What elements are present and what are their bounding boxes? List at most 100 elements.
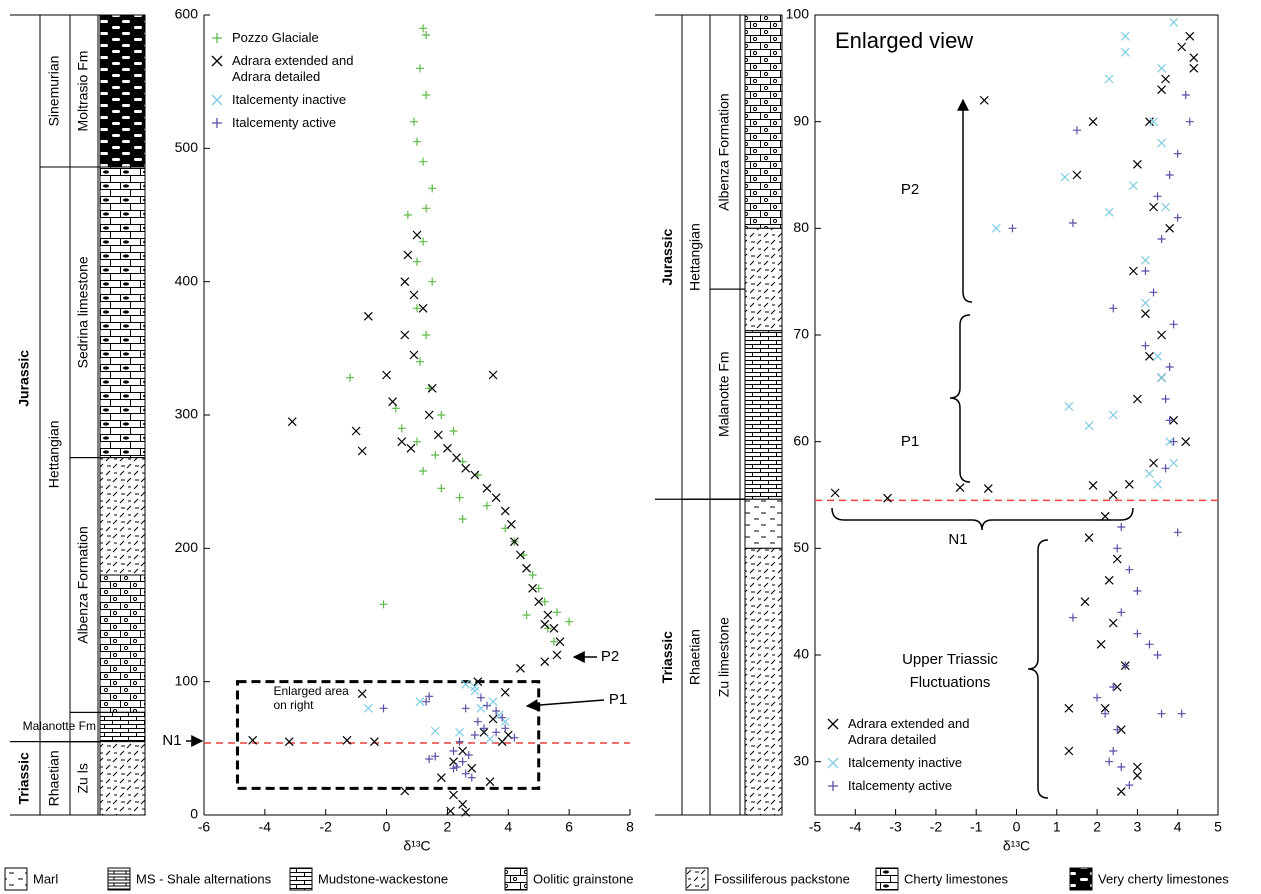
data-point [1100, 511, 1110, 521]
strat-label: Zu limestone [716, 617, 732, 697]
strat-label: Albenza Formation [75, 526, 91, 644]
data-point [470, 682, 480, 692]
data-point [428, 277, 437, 286]
data-point [1141, 298, 1150, 308]
data-point [449, 747, 458, 755]
x-tick-label: -4 [849, 819, 862, 835]
data-point [1064, 746, 1074, 756]
data-point [1165, 416, 1174, 425]
data-point [1173, 528, 1182, 537]
lithology-legend-label: Oolitic grainstone [533, 871, 633, 886]
data-point [1185, 31, 1195, 41]
data-point [419, 157, 428, 166]
data-point [488, 714, 498, 724]
data-point [458, 515, 467, 523]
data-point [284, 737, 294, 747]
data-point [1132, 159, 1142, 169]
data-point [1112, 554, 1122, 564]
brace [949, 314, 971, 483]
data-point [1165, 223, 1175, 233]
data-point [455, 493, 464, 502]
plot-frame [814, 14, 1219, 816]
data-point [422, 697, 431, 706]
data-point [1169, 320, 1178, 329]
data-point [555, 637, 565, 647]
x-tick-label: -5 [809, 819, 822, 835]
data-point [488, 370, 498, 380]
lithology-unit [99, 457, 146, 576]
data-point [1169, 437, 1178, 446]
data-point [1124, 479, 1134, 489]
data-point [1125, 565, 1134, 574]
data-point [452, 763, 461, 771]
data-point [1157, 85, 1167, 95]
data-point [1116, 725, 1126, 735]
y-tick-label: 60 [793, 432, 809, 448]
data-point [413, 437, 421, 446]
data-point [543, 610, 553, 620]
data-point [1145, 640, 1154, 649]
x-axis-label: δ¹³C [403, 838, 430, 854]
x-tick-label: 5 [1214, 819, 1222, 835]
lithology-unit [99, 711, 146, 743]
data-point [516, 550, 525, 560]
data-point [397, 424, 406, 433]
data-point [528, 571, 537, 579]
x-tick-label: 2 [444, 819, 452, 835]
data-point [1100, 703, 1110, 713]
data-point [437, 411, 446, 419]
data-point [403, 250, 413, 260]
data-point [422, 331, 431, 339]
data-point [1145, 117, 1154, 127]
data-point [540, 657, 550, 667]
data-point [491, 493, 501, 503]
strat-label: Albenza Formation [716, 93, 732, 211]
data-point [497, 737, 507, 747]
data-point [382, 370, 391, 380]
data-point [458, 799, 468, 809]
data-point [464, 751, 473, 759]
legend-marker [827, 718, 839, 730]
data-point [467, 763, 477, 773]
strat-label: Hettangian [687, 223, 703, 291]
annotation: P2 [901, 181, 919, 198]
data-point [470, 686, 480, 696]
strat-label: Zu ls [75, 763, 91, 793]
data-point [1141, 341, 1150, 350]
data-point [1161, 464, 1170, 473]
data-point [1157, 138, 1167, 148]
data-point [1157, 63, 1167, 73]
data-point [540, 597, 549, 606]
legend-item: Adrara extended and Adrara detailed [210, 53, 360, 85]
data-point [1181, 437, 1191, 447]
data-point [1181, 91, 1190, 99]
lithology-unit [744, 498, 783, 549]
data-point [1132, 771, 1142, 780]
data-point [431, 752, 440, 761]
data-point [1109, 747, 1118, 755]
data-point [461, 807, 471, 817]
x-tick-label: 0 [383, 819, 391, 835]
data-point [1165, 171, 1174, 179]
data-point [1072, 170, 1082, 180]
data-point [430, 726, 440, 736]
brace [1027, 539, 1049, 799]
data-point [287, 417, 297, 427]
legend: Pozzo Glaciale Adrara extended and Adrara… [210, 30, 360, 138]
strat-label: Sedrina limestone [75, 256, 91, 368]
data-point [1149, 288, 1158, 297]
data-point [1084, 421, 1094, 431]
legend-symbol [211, 55, 223, 67]
data-point [248, 735, 258, 745]
brace [831, 507, 1134, 531]
data-point [1113, 544, 1122, 553]
data-point [500, 687, 510, 697]
data-point [1132, 762, 1142, 772]
data-point [1132, 394, 1142, 404]
data-point [488, 697, 498, 707]
strat-label: Rhaetian [687, 629, 703, 685]
legend-marker [211, 94, 223, 106]
data-point [476, 693, 485, 702]
data-point [1088, 117, 1098, 127]
data-point [357, 689, 367, 699]
